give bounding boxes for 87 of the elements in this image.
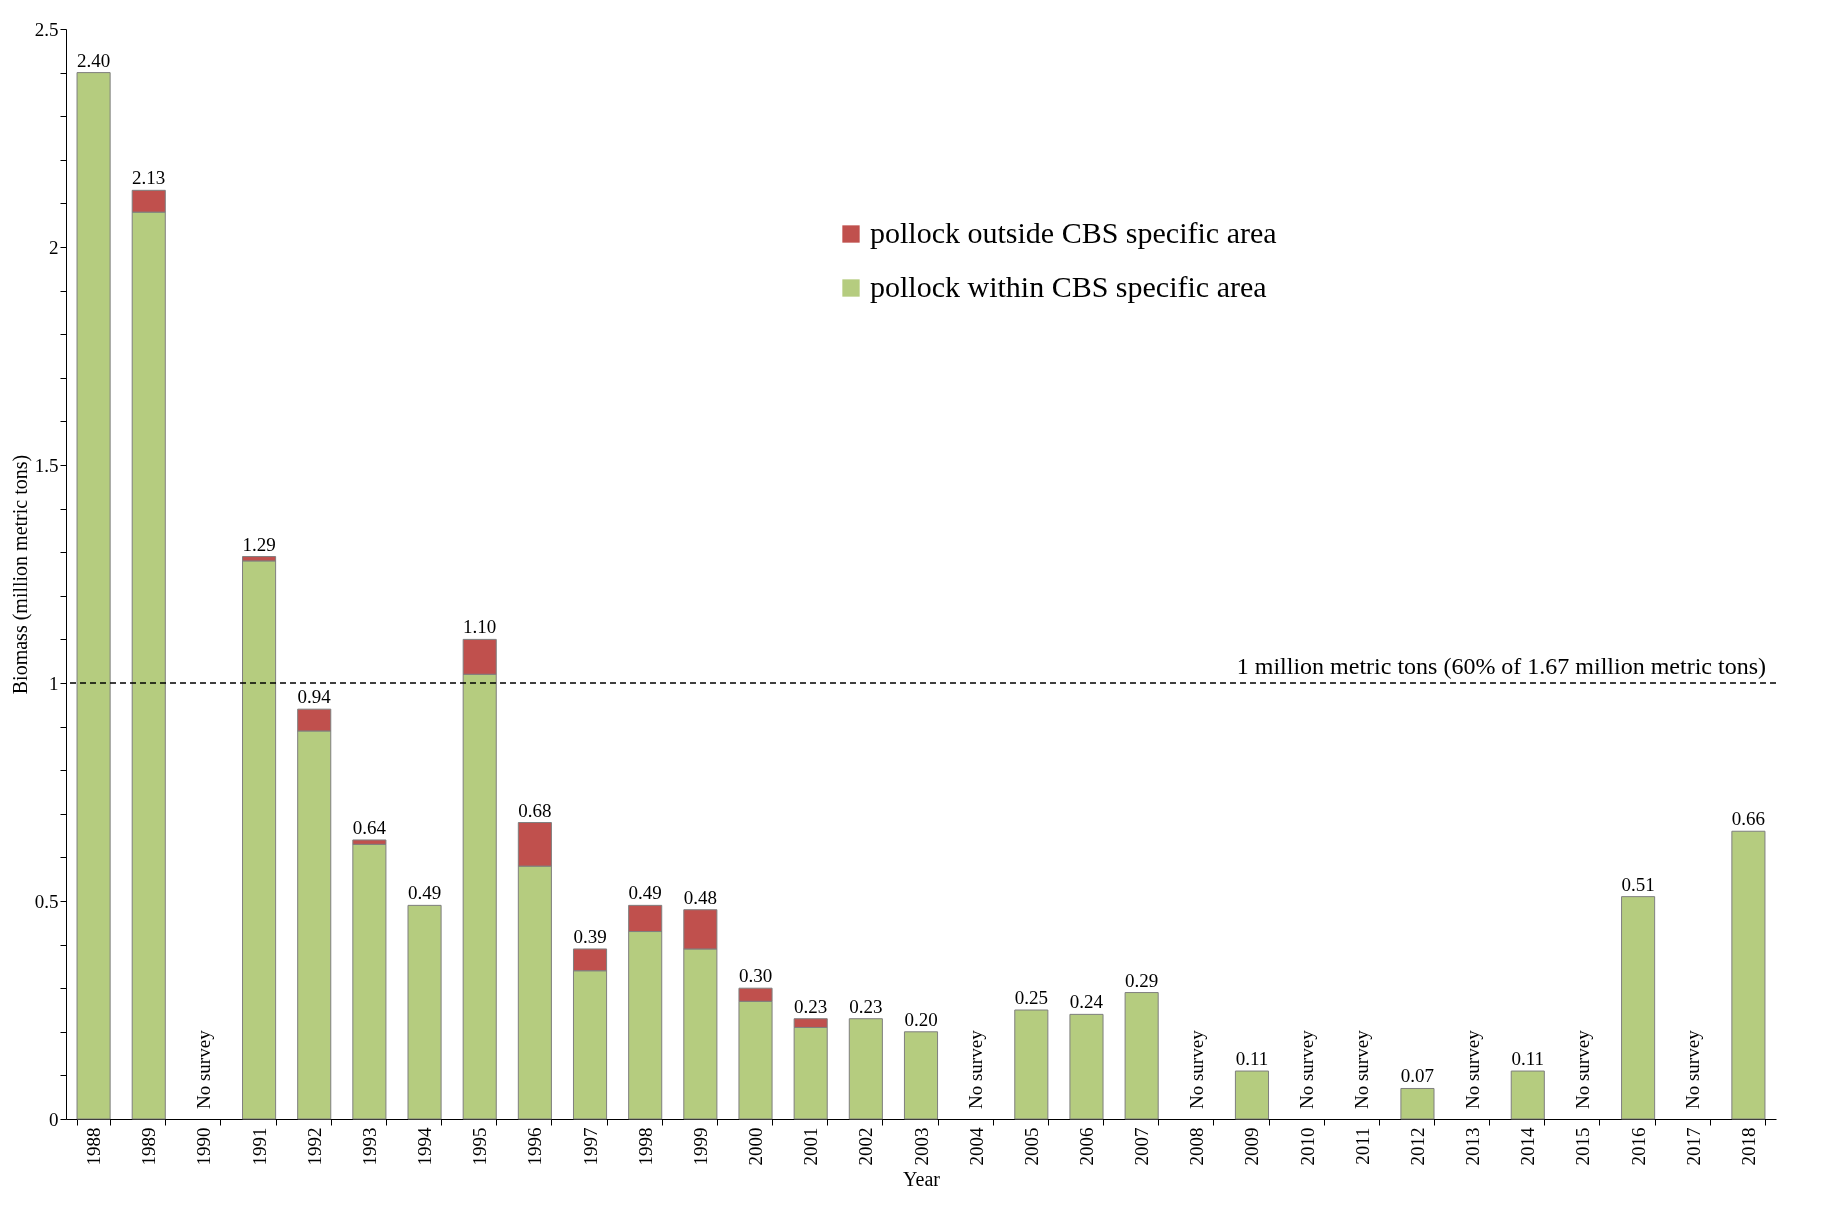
bar — [242, 560, 277, 1120]
x-tick-label: 1991 — [248, 1127, 270, 1166]
annotation: No survey — [1682, 1029, 1704, 1109]
ref-line-label: 1 million metric tons (60% of 1.67 million metric tons) — [1236, 653, 1766, 679]
bar — [1731, 830, 1766, 1120]
x-tick-label: 2008 — [1186, 1127, 1208, 1166]
total-label: 0.49 — [407, 882, 442, 904]
x-tick-label: 1999 — [689, 1127, 711, 1166]
x-tick-label: 2007 — [1131, 1127, 1153, 1166]
total-label: 0.39 — [573, 925, 607, 947]
x-axis-title: Year — [903, 1167, 941, 1190]
legend-label: pollock within CBS specific area — [870, 270, 1267, 303]
total-label: 1.10 — [463, 616, 497, 638]
y-tick-label: 2.5 — [34, 18, 59, 40]
total-label: 0.68 — [518, 799, 552, 821]
total-label: 0.51 — [1621, 873, 1655, 895]
bar — [903, 1031, 939, 1120]
total-label: 0.11 — [1235, 1048, 1269, 1070]
annotation: No survey — [1571, 1029, 1593, 1109]
bar — [1621, 896, 1656, 1120]
annotation: No survey — [1185, 1029, 1207, 1109]
x-tick-label: 2003 — [910, 1127, 932, 1166]
y-tick-label: 0.5 — [34, 890, 59, 912]
x-tick-label: 1989 — [138, 1127, 160, 1166]
bar — [848, 1018, 883, 1120]
x-tick-label: 1995 — [469, 1127, 491, 1166]
total-label: 0.48 — [683, 886, 717, 908]
annotation: No survey — [1296, 1029, 1318, 1109]
bar — [407, 904, 442, 1120]
x-tick-label: 2005 — [1020, 1127, 1042, 1166]
x-tick-label: 2004 — [965, 1127, 987, 1166]
bar — [76, 72, 111, 1120]
x-tick-label: 2010 — [1296, 1127, 1318, 1166]
total-label: 0.94 — [297, 686, 332, 708]
x-tick-label: 1998 — [634, 1127, 656, 1166]
bar — [352, 843, 387, 1120]
total-label: 0.64 — [352, 816, 387, 838]
total-label: 0.23 — [849, 995, 883, 1017]
x-tick-label: 2001 — [800, 1127, 822, 1166]
bar — [1014, 1009, 1049, 1120]
x-tick-label: 1993 — [358, 1127, 380, 1166]
bar — [1124, 992, 1159, 1120]
x-tick-label: 2006 — [1075, 1127, 1097, 1166]
x-tick-label: 2014 — [1517, 1127, 1539, 1166]
x-tick-label: 2015 — [1572, 1127, 1594, 1166]
annotation: No survey — [1461, 1029, 1483, 1109]
total-label: 0.25 — [1014, 987, 1048, 1008]
y-tick-label: 1.5 — [34, 454, 59, 476]
total-label: 2.40 — [76, 49, 111, 71]
total-label: 0.11 — [1511, 1048, 1545, 1070]
total-label: 0.49 — [628, 882, 662, 904]
bar — [1400, 1087, 1435, 1120]
total-label: 0.30 — [738, 965, 773, 987]
x-tick-label: 1988 — [83, 1127, 105, 1166]
x-tick-label: 2016 — [1627, 1127, 1649, 1166]
x-tick-label: 1990 — [193, 1127, 215, 1166]
total-label: 0.20 — [904, 1008, 938, 1030]
y-tick-label: 0 — [49, 1108, 59, 1130]
y-tick-label: 2 — [49, 236, 59, 258]
bar — [1510, 1070, 1545, 1120]
annotation: No survey — [965, 1029, 987, 1109]
total-label: 0.29 — [1125, 969, 1159, 991]
annotation: No survey — [192, 1029, 214, 1109]
x-tick-label: 2018 — [1737, 1127, 1759, 1166]
x-tick-label: 2009 — [1241, 1127, 1263, 1166]
x-tick-label: 2000 — [745, 1127, 767, 1166]
bar — [1069, 1013, 1104, 1120]
x-tick-label: 2002 — [855, 1127, 877, 1166]
y-axis-title: Biomass (million metric tons) — [8, 454, 32, 695]
y-tick-label: 1 — [49, 672, 59, 694]
x-tick-label: 1997 — [579, 1127, 601, 1166]
total-label: 0.23 — [794, 995, 828, 1017]
total-label: 0.07 — [1400, 1065, 1435, 1087]
total-label: 1.29 — [242, 533, 276, 555]
x-tick-label: 2013 — [1462, 1127, 1484, 1166]
x-tick-label: 2012 — [1406, 1127, 1428, 1166]
total-label: 2.13 — [132, 167, 166, 189]
legend-label: pollock outside CBS specific area — [870, 216, 1277, 249]
total-label: 0.66 — [1731, 808, 1766, 830]
x-tick-label: 1992 — [303, 1127, 325, 1166]
total-label: 0.24 — [1069, 991, 1104, 1013]
x-tick-label: 2011 — [1351, 1127, 1373, 1165]
x-tick-label: 1996 — [524, 1127, 546, 1166]
x-tick-label: 2017 — [1682, 1127, 1704, 1166]
x-tick-label: 1994 — [414, 1127, 436, 1166]
bar — [1234, 1070, 1270, 1120]
annotation: No survey — [1351, 1029, 1373, 1109]
